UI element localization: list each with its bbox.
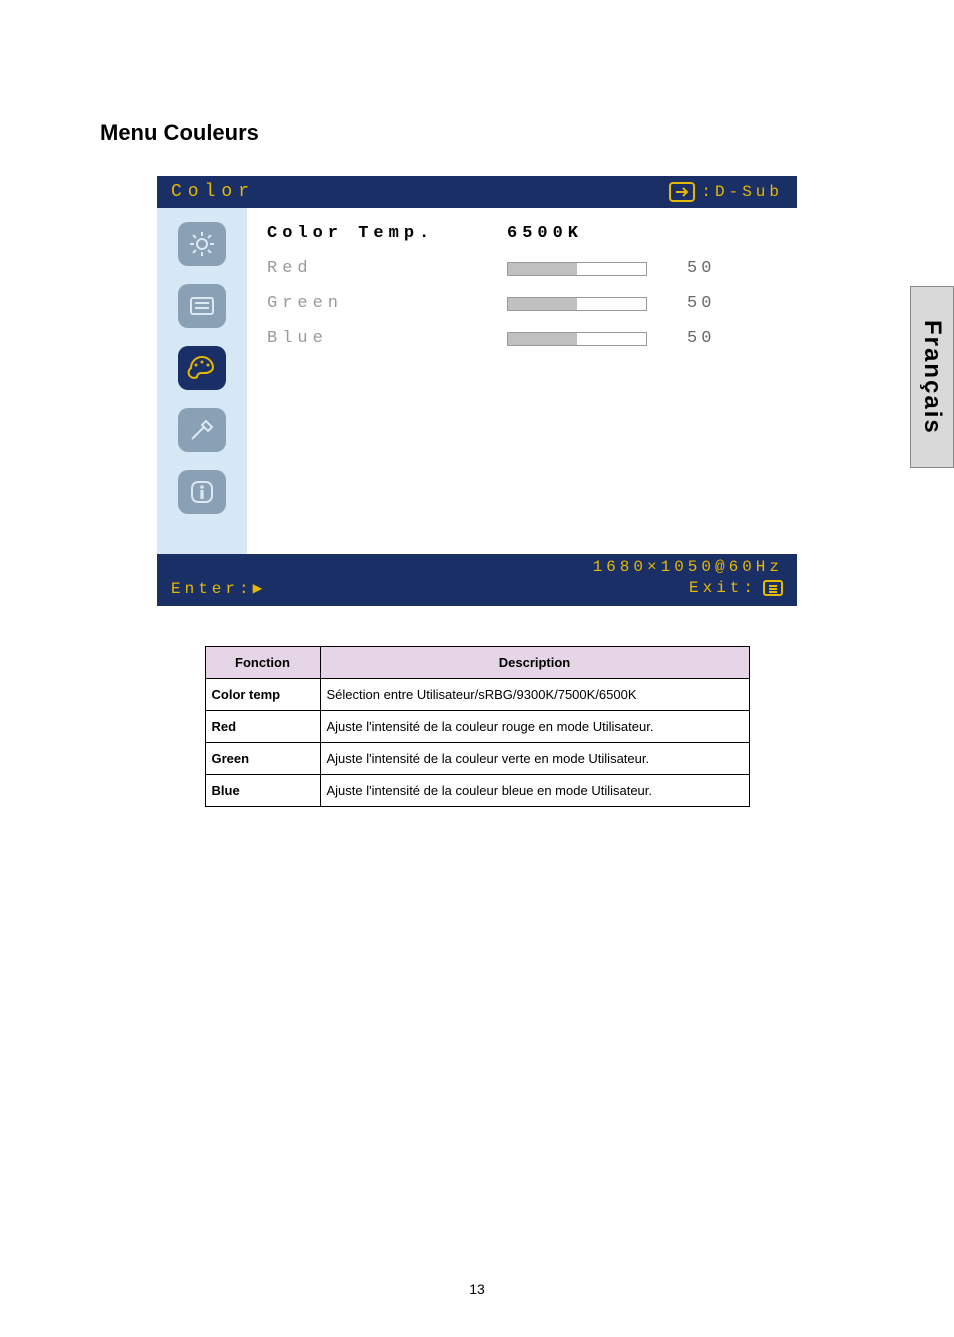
- table-row: Red Ajuste l'intensité de la couleur rou…: [205, 711, 749, 743]
- brightness-icon[interactable]: [178, 222, 226, 266]
- info-icon[interactable]: [178, 470, 226, 514]
- page-number: 13: [0, 1281, 954, 1297]
- table-desc: Ajuste l'intensité de la couleur bleue e…: [320, 775, 749, 807]
- table-fn: Red: [205, 711, 320, 743]
- osd-exit-hint: Exit:: [689, 579, 783, 597]
- description-table: Fonction Description Color temp Sélectio…: [205, 646, 750, 807]
- input-source-icon: [669, 182, 695, 202]
- osd-input-indicator: :D-Sub: [669, 182, 783, 202]
- osd-row-color-temp[interactable]: Color Temp. 6500K: [267, 224, 777, 243]
- tools-icon[interactable]: [178, 408, 226, 452]
- table-fn: Color temp: [205, 679, 320, 711]
- osd-row-red[interactable]: Red 50: [267, 259, 777, 278]
- blue-label: Blue: [267, 329, 507, 348]
- table-desc: Ajuste l'intensité de la couleur verte e…: [320, 743, 749, 775]
- color-icon[interactable]: [178, 346, 226, 390]
- osd-title: Color: [171, 182, 255, 202]
- red-label: Red: [267, 259, 507, 278]
- osd-panel: Color :D-Sub: [157, 176, 797, 606]
- table-header-row: Fonction Description: [205, 647, 749, 679]
- table-desc: Ajuste l'intensité de la couleur rouge e…: [320, 711, 749, 743]
- document-page: Menu Couleurs Color :D-Sub: [0, 0, 954, 1337]
- red-slider[interactable]: [507, 262, 647, 276]
- green-slider[interactable]: [507, 297, 647, 311]
- table-head-description: Description: [320, 647, 749, 679]
- table-row: Green Ajuste l'intensité de la couleur v…: [205, 743, 749, 775]
- osd-resolution: 1680×1050@60Hz: [593, 558, 783, 576]
- green-value: 50: [687, 294, 715, 313]
- table-fn: Blue: [205, 775, 320, 807]
- language-side-tab: Français: [910, 286, 954, 468]
- color-temp-label: Color Temp.: [267, 224, 507, 243]
- osd-main: Color Temp. 6500K Red 50 Green 50 Blue 5…: [247, 208, 797, 554]
- table-row: Color temp Sélection entre Utilisateur/s…: [205, 679, 749, 711]
- menu-icon: [763, 580, 783, 596]
- color-temp-value: 6500K: [507, 224, 583, 243]
- osd-body: Color Temp. 6500K Red 50 Green 50 Blue 5…: [157, 208, 797, 554]
- osd-footer: 1680×1050@60Hz Enter:▶ Exit:: [157, 554, 797, 606]
- osd-header: Color :D-Sub: [157, 176, 797, 208]
- blue-value: 50: [687, 329, 715, 348]
- osd-enter-hint: Enter:▶: [171, 578, 266, 598]
- image-settings-icon[interactable]: [178, 284, 226, 328]
- osd-exit-label: Exit:: [689, 579, 757, 597]
- red-value: 50: [687, 259, 715, 278]
- section-heading: Menu Couleurs: [100, 120, 854, 146]
- osd-sidebar: [157, 208, 247, 554]
- green-label: Green: [267, 294, 507, 313]
- blue-slider-fill: [508, 333, 577, 345]
- table-desc: Sélection entre Utilisateur/sRBG/9300K/7…: [320, 679, 749, 711]
- blue-slider[interactable]: [507, 332, 647, 346]
- osd-row-blue[interactable]: Blue 50: [267, 329, 777, 348]
- table-head-fonction: Fonction: [205, 647, 320, 679]
- red-slider-fill: [508, 263, 577, 275]
- green-slider-fill: [508, 298, 577, 310]
- table-row: Blue Ajuste l'intensité de la couleur bl…: [205, 775, 749, 807]
- language-label: Français: [918, 320, 946, 435]
- table-fn: Green: [205, 743, 320, 775]
- osd-input-label: :D-Sub: [701, 183, 783, 201]
- osd-row-green[interactable]: Green 50: [267, 294, 777, 313]
